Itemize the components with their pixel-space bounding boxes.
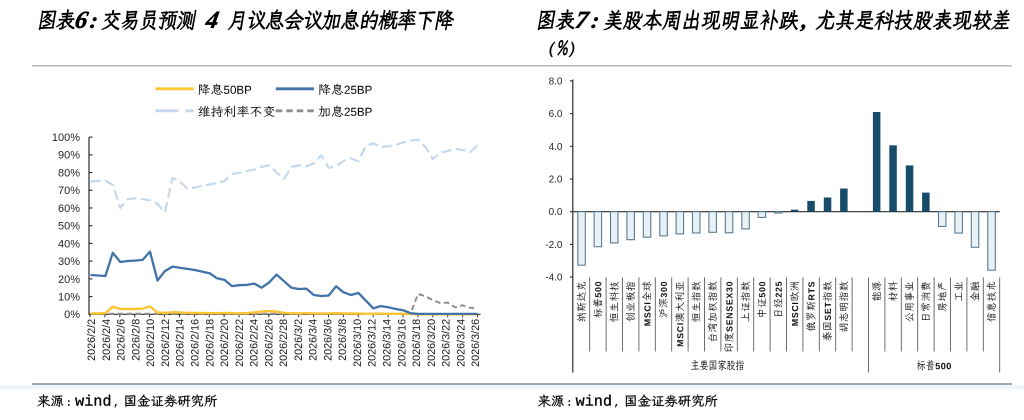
svg-text:2026/2/4: 2026/2/4 bbox=[101, 319, 113, 361]
svg-text:2026/3/26: 2026/3/26 bbox=[470, 319, 482, 367]
svg-text:2.0: 2.0 bbox=[549, 175, 563, 186]
svg-text:2026/2/14: 2026/2/14 bbox=[175, 319, 187, 367]
svg-text:2026/2/10: 2026/2/10 bbox=[145, 319, 157, 367]
svg-text:2026/3/10: 2026/3/10 bbox=[352, 319, 364, 367]
svg-text:2026/2/8: 2026/2/8 bbox=[130, 319, 142, 361]
svg-text:8.0: 8.0 bbox=[549, 76, 563, 87]
svg-text:70%: 70% bbox=[58, 185, 80, 197]
svg-text:2026/3/12: 2026/3/12 bbox=[367, 319, 379, 367]
svg-text:2026/3/24: 2026/3/24 bbox=[455, 319, 467, 367]
svg-text:4.0: 4.0 bbox=[549, 142, 563, 153]
svg-text:2026/3/18: 2026/3/18 bbox=[411, 319, 423, 367]
svg-text:2026/3/4: 2026/3/4 bbox=[308, 319, 320, 361]
svg-text:-2.0: -2.0 bbox=[545, 240, 563, 251]
svg-text:2026/3/2: 2026/3/2 bbox=[293, 319, 305, 361]
svg-text:2026/2/6: 2026/2/6 bbox=[116, 319, 128, 361]
svg-text:50%: 50% bbox=[58, 221, 80, 233]
svg-text:2026/2/26: 2026/2/26 bbox=[263, 319, 275, 367]
svg-text:80%: 80% bbox=[58, 167, 80, 179]
svg-text:90%: 90% bbox=[58, 150, 80, 162]
svg-text:60%: 60% bbox=[58, 203, 80, 215]
svg-text:2026/2/2: 2026/2/2 bbox=[86, 319, 98, 361]
svg-text:2026/3/20: 2026/3/20 bbox=[426, 319, 438, 367]
svg-text:-4.0: -4.0 bbox=[545, 273, 563, 284]
svg-text:10%: 10% bbox=[58, 291, 80, 303]
svg-text:2026/2/24: 2026/2/24 bbox=[249, 319, 261, 367]
svg-text:2026/2/28: 2026/2/28 bbox=[278, 319, 290, 367]
svg-text:2026/3/14: 2026/3/14 bbox=[382, 319, 394, 367]
svg-text:2026/2/22: 2026/2/22 bbox=[234, 319, 246, 367]
svg-text:2026/3/6: 2026/3/6 bbox=[322, 319, 334, 361]
svg-text:2026/3/16: 2026/3/16 bbox=[396, 319, 408, 367]
svg-text:2026/3/22: 2026/3/22 bbox=[441, 319, 453, 367]
svg-text:2026/2/20: 2026/2/20 bbox=[219, 319, 231, 367]
svg-text:2026/3/8: 2026/3/8 bbox=[337, 319, 349, 361]
svg-text:0.0: 0.0 bbox=[549, 207, 563, 218]
svg-text:40%: 40% bbox=[58, 238, 80, 250]
svg-text:0%: 0% bbox=[64, 309, 80, 321]
svg-text:30%: 30% bbox=[58, 256, 80, 268]
svg-text:20%: 20% bbox=[58, 274, 80, 286]
svg-text:100%: 100% bbox=[52, 132, 80, 144]
svg-text:2026/2/16: 2026/2/16 bbox=[189, 319, 201, 367]
svg-text:2026/2/12: 2026/2/12 bbox=[160, 319, 172, 367]
svg-text:6.0: 6.0 bbox=[549, 109, 563, 120]
svg-text:2026/2/18: 2026/2/18 bbox=[204, 319, 216, 367]
